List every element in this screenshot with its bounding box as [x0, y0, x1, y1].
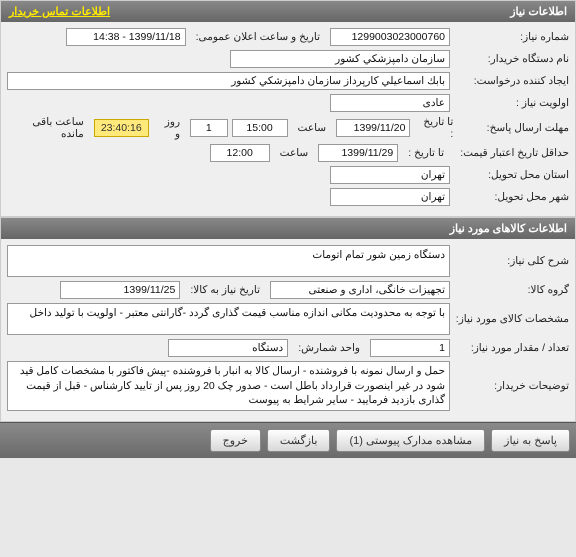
city-label: شهر محل تحویل:	[454, 191, 569, 203]
deadline-label: مهلت ارسال پاسخ:	[463, 122, 569, 134]
group-label: گروه کالا:	[454, 284, 569, 296]
until-label-2: تا تاریخ :	[402, 147, 450, 159]
validity-label: حداقل تاریخ اعتبار قیمت:	[454, 147, 569, 159]
desc-label: شرح کلی نیاز:	[454, 255, 569, 267]
validity-time-field: 12:00	[210, 144, 270, 162]
requester-field: بابك اسماعيلي كارپرداز سازمان دامپزشكي ك…	[7, 72, 450, 90]
city-field: تهران	[330, 188, 450, 206]
unit-field: دستگاه	[168, 339, 288, 357]
desc-field: دستگاه زمین شور تمام اتومات	[7, 245, 450, 277]
panel-title: اطلاعات نیاز	[510, 5, 567, 18]
reply-button[interactable]: پاسخ به نیاز	[491, 429, 570, 452]
time-label-1: ساعت	[292, 122, 333, 134]
exit-button[interactable]: خروج	[210, 429, 261, 452]
back-button[interactable]: بازگشت	[267, 429, 331, 452]
qty-label: تعداد / مقدار مورد نیاز:	[454, 342, 569, 354]
priority-field: عادی	[330, 94, 450, 112]
notes-field: حمل و ارسال نمونه با فروشنده - ارسال کال…	[7, 361, 450, 411]
day-and-label: روز و	[153, 116, 186, 140]
need-number-label: شماره نیاز:	[454, 31, 569, 43]
spec-label: مشخصات کالای مورد نیاز:	[454, 313, 569, 325]
device-name-label: نام دستگاه خریدار:	[454, 53, 569, 65]
spec-field: با توجه به محدودیت مکانی اندازه مناسب قی…	[7, 303, 450, 335]
priority-label: اولویت نیاز :	[454, 97, 569, 109]
action-bar: پاسخ به نیاز مشاهده مدارک پیوستی (1) باز…	[0, 422, 576, 458]
unit-label: واحد شمارش:	[292, 342, 366, 354]
remaining-suffix: ساعت باقی مانده	[7, 116, 90, 140]
remaining-time-field: 23:40:16	[94, 119, 149, 137]
until-label: تا تاریخ :	[414, 116, 459, 140]
need-number-field: 1299003023000760	[330, 28, 450, 46]
remaining-days-field: 1	[190, 119, 228, 137]
goods-panel-body: شرح کلی نیاز: دستگاه زمین شور تمام اتوما…	[1, 239, 575, 421]
goods-panel: اطلاعات کالاهای مورد نیاز شرح کلی نیاز: …	[0, 217, 576, 422]
info-panel-header: اطلاعات نیاز اطلاعات تماس خریدار	[1, 1, 575, 22]
validity-date-field: 1399/11/29	[318, 144, 398, 162]
device-name-field: سازمان دامپزشكي كشور	[230, 50, 450, 68]
province-field: تهران	[330, 166, 450, 184]
info-panel: اطلاعات نیاز اطلاعات تماس خریدار شماره ن…	[0, 0, 576, 217]
need-date-field: 1399/11/25	[60, 281, 180, 299]
province-label: استان محل تحویل:	[454, 169, 569, 181]
deadline-time-field: 15:00	[232, 119, 288, 137]
group-field: تجهیزات خانگی، اداری و صنعتی	[270, 281, 450, 299]
requester-label: ایجاد کننده درخواست:	[454, 75, 569, 87]
info-panel-body: شماره نیاز: 1299003023000760 تاریخ و ساع…	[1, 22, 575, 216]
deadline-date-field: 1399/11/20	[336, 119, 410, 137]
goods-panel-title: اطلاعات کالاهای مورد نیاز	[450, 222, 567, 235]
goods-panel-header: اطلاعات کالاهای مورد نیاز	[1, 218, 575, 239]
view-attachments-button[interactable]: مشاهده مدارک پیوستی (1)	[336, 429, 485, 452]
contact-link[interactable]: اطلاعات تماس خریدار	[9, 5, 110, 18]
announce-field: 1399/11/18 - 14:38	[66, 28, 186, 46]
need-date-label: تاریخ نیاز به کالا:	[184, 284, 266, 296]
notes-label: توضیحات خریدار:	[454, 380, 569, 392]
announce-label: تاریخ و ساعت اعلان عمومی:	[190, 31, 326, 43]
qty-field: 1	[370, 339, 450, 357]
time-label-2: ساعت	[274, 147, 315, 159]
